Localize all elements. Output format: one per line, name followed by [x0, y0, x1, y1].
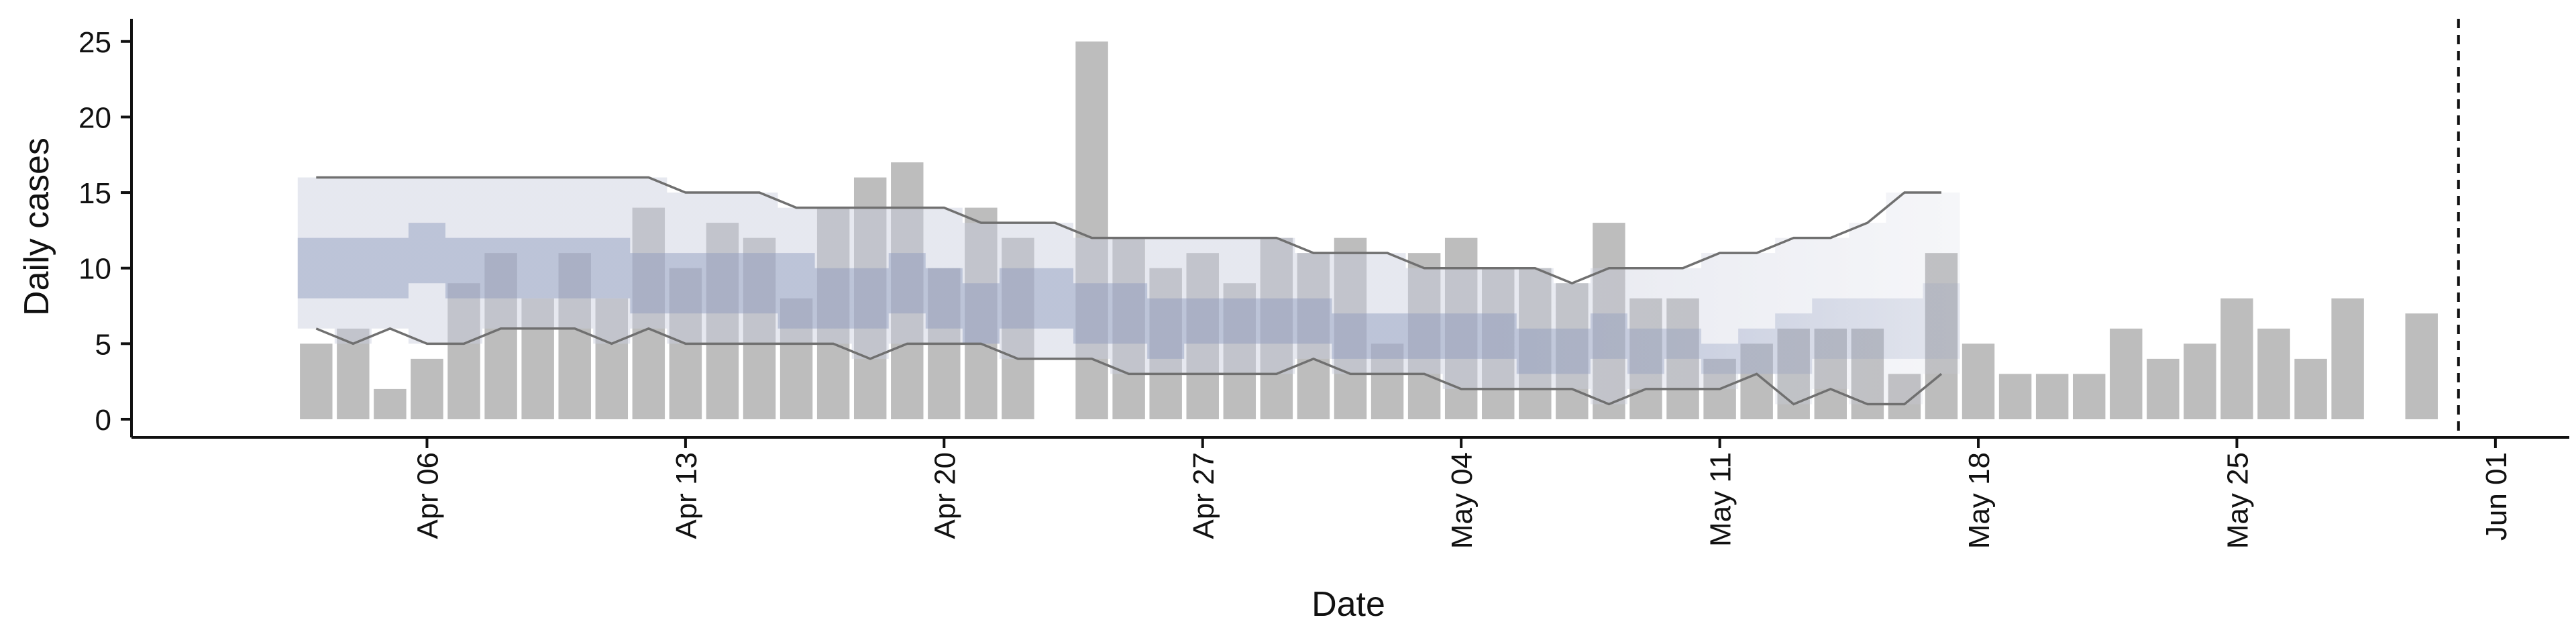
x-tick-label: Apr 06 [411, 452, 444, 539]
x-tick-label: May 25 [2221, 452, 2254, 549]
y-tick-label: 10 [78, 253, 111, 286]
bar-2020-05-25 [2220, 298, 2253, 419]
bar-2020-05-21 [2072, 374, 2106, 419]
y-tick-label: 5 [95, 328, 111, 361]
y-tick-label: 25 [78, 26, 111, 59]
axes [130, 19, 2569, 439]
bar-2020-05-19 [1998, 374, 2032, 419]
y-tick-label: 0 [95, 404, 111, 437]
y-axis-title: Daily cases [17, 138, 56, 316]
bar-2020-05-24 [2184, 343, 2216, 419]
bar-2020-04-03 [300, 343, 333, 419]
bar-2020-05-28 [2331, 298, 2364, 419]
y-axis-ticks: 0 5 10 15 20 25 [78, 26, 131, 437]
upper-bound-line [316, 176, 1941, 285]
x-tick-label: May 11 [1705, 452, 1737, 547]
x-tick-label: Apr 20 [928, 452, 961, 539]
bar-2020-05-23 [2147, 358, 2180, 419]
x-tick-label: May 04 [1446, 452, 1479, 549]
x-tick-label: Apr 13 [670, 452, 703, 539]
estimate-bands [297, 177, 1960, 405]
bar-2020-04-05 [374, 388, 407, 419]
x-axis-ticks: Apr 06 Apr 13 Apr 20 Apr 27 May 04 May 11 May … [411, 437, 2513, 549]
bar-2020-04-06 [411, 358, 443, 419]
estimate-bound-lines [315, 176, 1943, 406]
y-tick-label: 15 [78, 177, 111, 210]
bar-2020-05-30 [2405, 313, 2438, 419]
bar-2020-05-18 [1962, 343, 1995, 419]
bar-2020-05-27 [2294, 358, 2327, 419]
lower-bound-line [315, 327, 1943, 406]
bar-2020-05-26 [2257, 328, 2290, 419]
x-tick-label: Jun 01 [2480, 452, 2513, 541]
inner-interval-band [297, 223, 1960, 374]
bar-2020-05-22 [2110, 328, 2143, 419]
x-axis-title: Date [1311, 585, 1385, 624]
y-tick-label: 20 [78, 101, 111, 134]
x-tick-label: May 18 [1963, 452, 1996, 549]
bar-2020-05-20 [2035, 374, 2069, 419]
x-tick-label: Apr 27 [1187, 452, 1220, 539]
